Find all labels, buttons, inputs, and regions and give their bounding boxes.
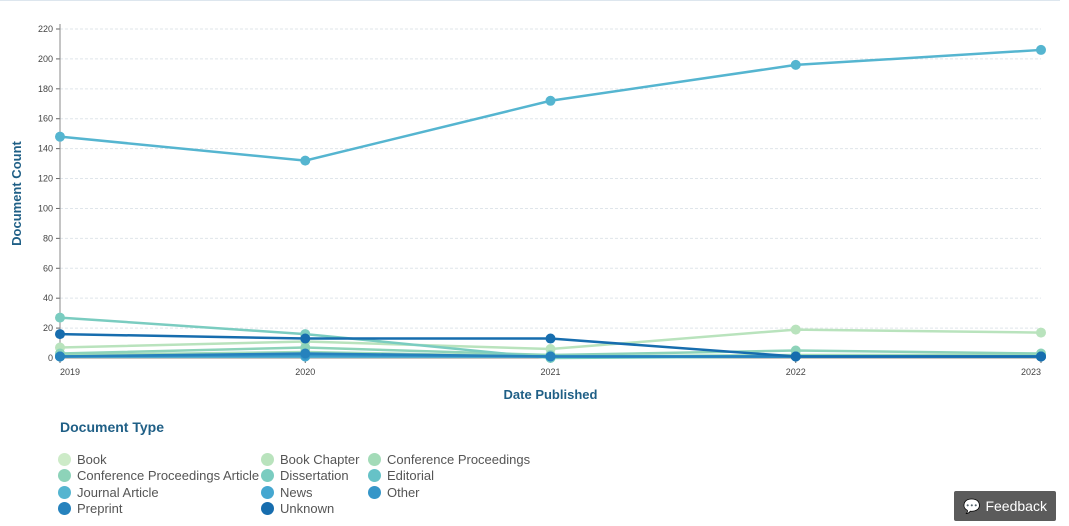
data-point <box>55 329 65 340</box>
legend-item[interactable]: Conference Proceedings <box>368 451 568 468</box>
data-point <box>300 348 311 359</box>
legend-item[interactable]: Journal Article <box>58 484 261 501</box>
legend-label: Unknown <box>280 501 335 517</box>
x-tick-label: 2023 <box>1021 367 1041 377</box>
data-point <box>545 333 556 344</box>
legend: Book Book Chapter Conference Proceedings Co… <box>58 451 568 517</box>
legend-item[interactable]: Preprint <box>58 501 261 518</box>
y-tick-label: 40 <box>43 293 53 303</box>
line-chart: 0 20 40 60 80 100 120 140 160 180 200 220 2019 2020 20… <box>9 24 1046 402</box>
y-tick-label: 200 <box>38 54 53 64</box>
legend-item[interactable]: Editorial <box>368 468 568 485</box>
y-tick-label: 0 <box>48 353 53 363</box>
legend-label: Preprint <box>77 501 123 517</box>
legend-swatch <box>58 452 71 466</box>
legend-swatch <box>58 502 71 516</box>
legend-swatch <box>261 452 274 466</box>
data-point <box>790 59 801 70</box>
y-tick-label: 100 <box>38 203 53 213</box>
y-tick-label: 220 <box>38 24 53 34</box>
data-point <box>790 324 801 335</box>
x-axis-title: Date Published <box>504 387 598 402</box>
data-point <box>1036 327 1046 338</box>
legend-label: Editorial <box>387 468 434 484</box>
legend-swatch <box>58 485 71 499</box>
legend-label: Book <box>77 451 107 467</box>
x-tick-label: 2022 <box>786 367 806 377</box>
legend-label: Dissertation <box>280 468 349 484</box>
legend-swatch <box>261 469 274 483</box>
legend-swatch <box>368 452 381 466</box>
legend-label: News <box>280 484 313 500</box>
data-point <box>1036 44 1046 55</box>
x-tick-label: 2021 <box>540 367 560 377</box>
data-point <box>300 155 311 166</box>
legend-label: Other <box>387 484 420 500</box>
y-tick-label: 20 <box>43 323 53 333</box>
legend-item[interactable]: Book Chapter <box>261 451 368 468</box>
y-axis-title: Document Count <box>9 140 24 245</box>
data-point <box>545 351 556 362</box>
legend-item[interactable]: Other <box>368 484 568 501</box>
data-point <box>300 333 311 344</box>
legend-item[interactable]: Book <box>58 451 261 468</box>
legend-swatch <box>368 485 381 499</box>
chat-bubble-icon: 💬 <box>963 497 981 514</box>
legend-label: Conference Proceedings Article <box>77 468 260 484</box>
data-point <box>55 131 65 142</box>
legend-title: Document Type <box>60 419 164 435</box>
legend-swatch <box>261 502 274 516</box>
legend-item[interactable]: Unknown <box>261 501 368 518</box>
y-tick-label: 140 <box>38 144 53 154</box>
y-tick-label: 120 <box>38 174 53 184</box>
data-point <box>55 312 65 323</box>
legend-item[interactable]: Conference Proceedings Article <box>58 468 261 485</box>
y-tick-label: 160 <box>38 114 53 124</box>
top-divider <box>0 0 1060 1</box>
legend-label: Book Chapter <box>280 451 360 467</box>
legend-item[interactable]: News <box>261 484 368 501</box>
legend-label: Journal Article <box>77 484 159 500</box>
legend-swatch <box>261 485 274 499</box>
data-point <box>55 351 65 362</box>
x-tick-label: 2020 <box>295 367 315 377</box>
y-tick-label: 60 <box>43 263 53 273</box>
feedback-button[interactable]: 💬 Feedback <box>954 491 1056 521</box>
data-point <box>545 95 556 106</box>
legend-label: Conference Proceedings <box>387 451 531 467</box>
data-point <box>790 351 801 362</box>
x-tick-label: 2019 <box>60 367 80 377</box>
legend-swatch <box>58 469 71 483</box>
data-point <box>1036 351 1046 362</box>
y-tick-label: 80 <box>43 233 53 243</box>
legend-item[interactable]: Dissertation <box>261 468 368 485</box>
y-tick-label: 180 <box>38 84 53 94</box>
legend-swatch <box>368 469 381 483</box>
